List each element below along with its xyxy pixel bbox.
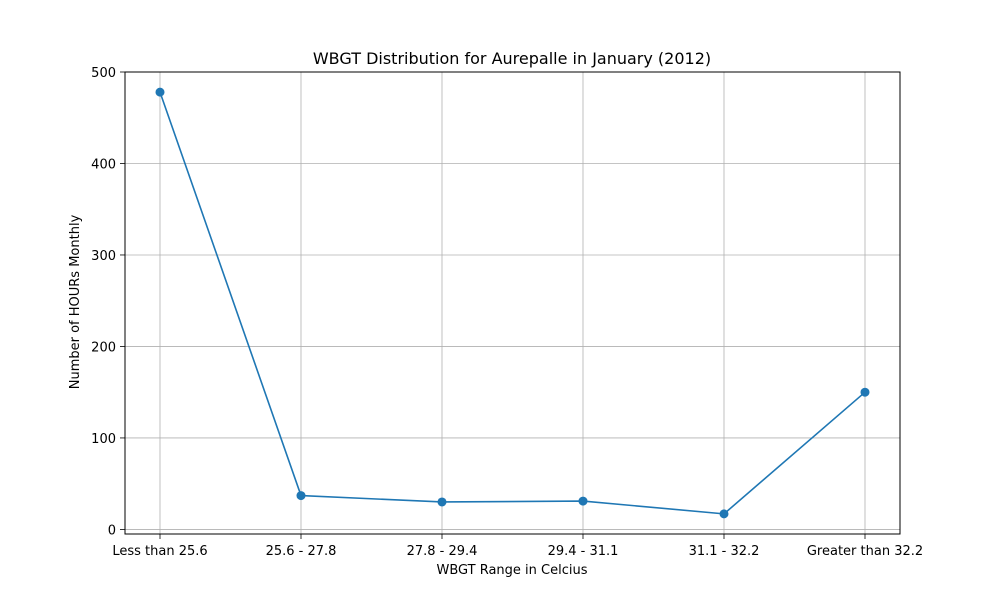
data-point bbox=[719, 509, 729, 519]
data-point bbox=[437, 497, 447, 507]
y-tick-label: 100 bbox=[91, 432, 116, 447]
x-tick-label: 25.6 - 27.8 bbox=[266, 544, 337, 559]
series-line bbox=[159, 91, 866, 515]
y-tick-label: 200 bbox=[91, 340, 116, 355]
x-tick-label: 29.4 - 31.1 bbox=[548, 544, 619, 559]
series-line-path bbox=[159, 91, 866, 515]
x-tick-label: 27.8 - 29.4 bbox=[407, 544, 478, 559]
data-point bbox=[296, 491, 306, 501]
y-axis-ticks: 0 100 200 300 400 500 bbox=[91, 66, 125, 538]
chart-title: WBGT Distribution for Aurepalle in Janua… bbox=[313, 49, 711, 68]
y-tick-label: 0 bbox=[108, 523, 116, 538]
x-axis-title: WBGT Range in Celcius bbox=[436, 563, 587, 578]
data-point bbox=[155, 87, 165, 97]
y-tick-label: 300 bbox=[91, 249, 116, 264]
x-tick-label: Less than 25.6 bbox=[112, 544, 207, 559]
series-markers bbox=[155, 87, 870, 519]
plot-area-frame bbox=[124, 71, 901, 535]
data-point bbox=[860, 387, 870, 397]
data-point bbox=[578, 496, 588, 506]
y-tick-label: 500 bbox=[91, 66, 116, 81]
y-axis-title: Number of HOURs Monthly bbox=[68, 214, 83, 389]
x-tick-label: 31.1 - 32.2 bbox=[689, 544, 760, 559]
x-tick-label: Greater than 32.2 bbox=[807, 544, 923, 559]
y-tick-label: 400 bbox=[91, 157, 116, 172]
x-axis-ticks: Less than 25.6 25.6 - 27.8 27.8 - 29.4 29.4… bbox=[112, 534, 923, 559]
